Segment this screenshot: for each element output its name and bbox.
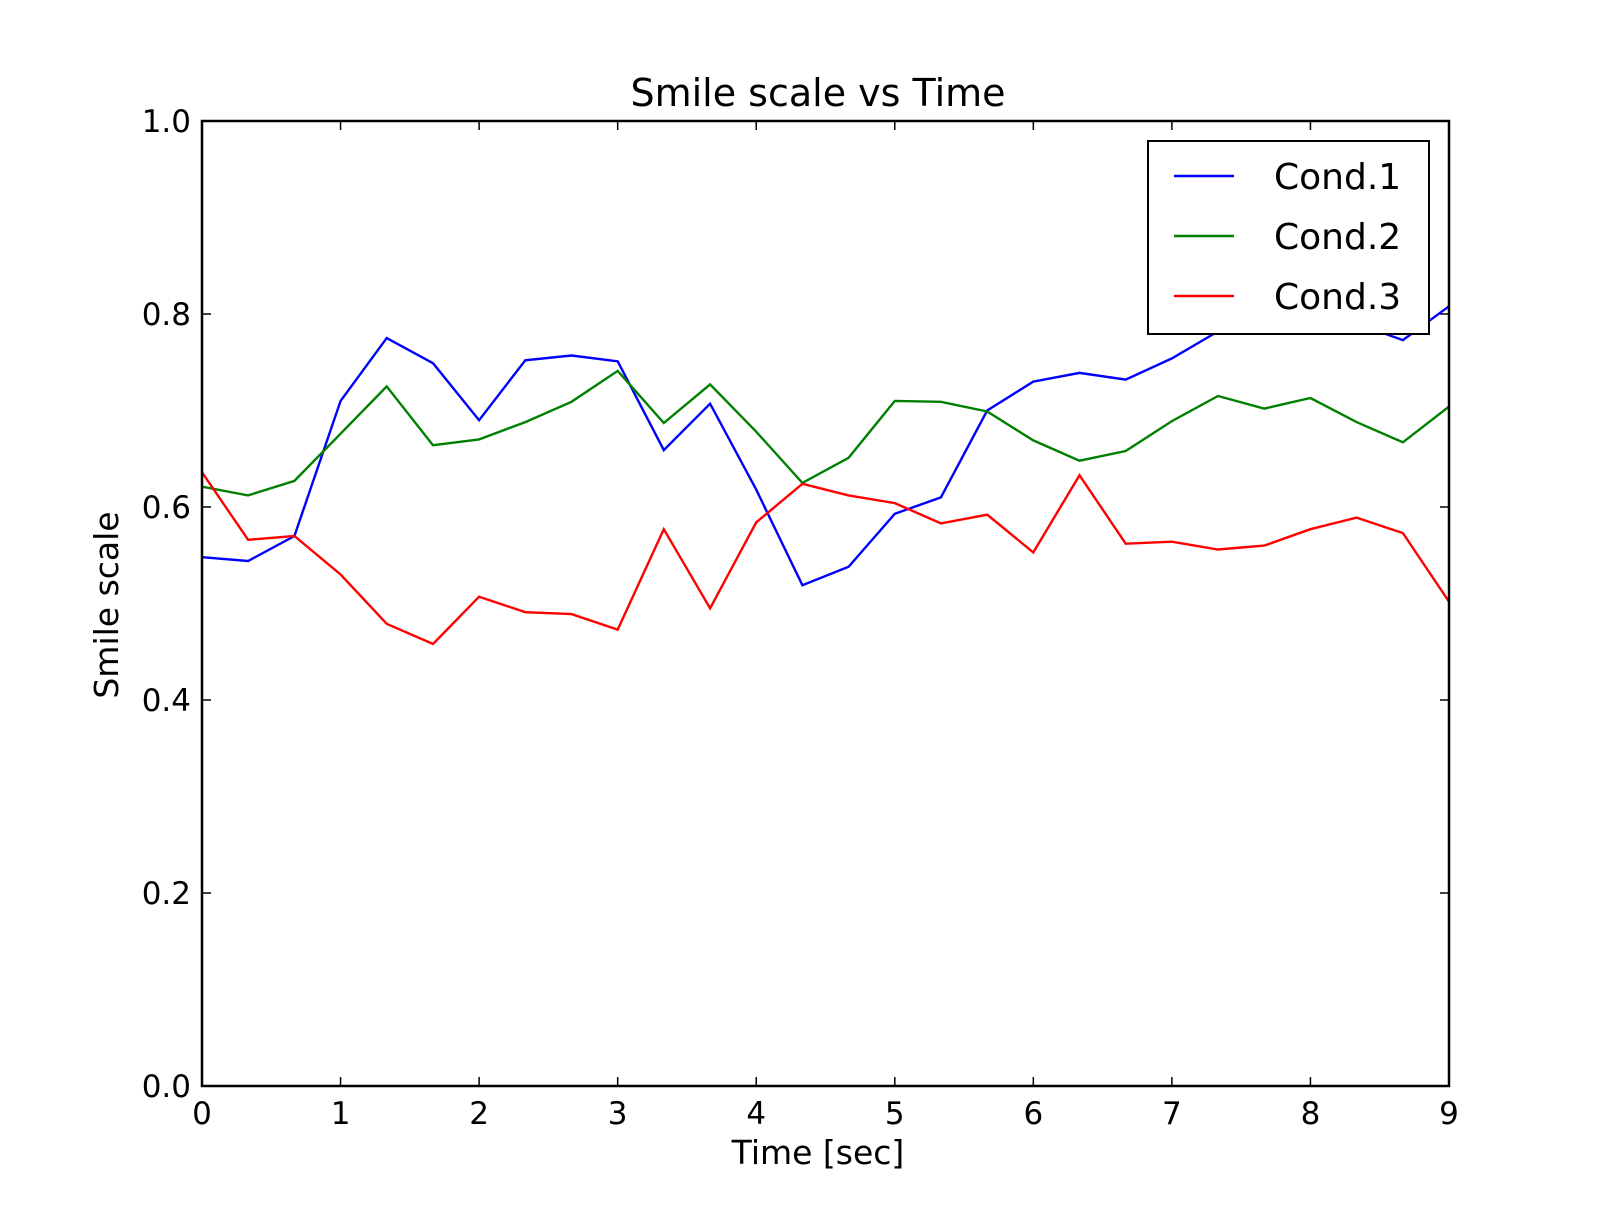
chart-title: Smile scale vs Time	[630, 71, 1005, 115]
legend-label-3: Cond.3	[1274, 277, 1401, 318]
legend: Cond.1 Cond.2 Cond.3	[1147, 140, 1430, 335]
legend-label-2: Cond.2	[1274, 217, 1401, 258]
y-tick-label: 1.0	[142, 104, 191, 140]
x-tick-label: 5	[885, 1096, 905, 1132]
x-tick-label: 2	[469, 1096, 489, 1132]
x-tick-label: 0	[192, 1096, 212, 1132]
series-line-2	[202, 369, 1449, 497]
x-tick-label: 8	[1301, 1096, 1321, 1132]
x-tick-label: 6	[1023, 1096, 1043, 1132]
plot-area-frame	[200, 119, 1451, 1088]
y-tick-label: 0.0	[142, 1069, 191, 1105]
y-axis-label: Smile scale	[87, 511, 126, 698]
x-tick-label: 7	[1162, 1096, 1182, 1132]
x-tick-label: 3	[608, 1096, 628, 1132]
y-tick-label: 0.4	[142, 683, 191, 719]
legend-box	[1147, 140, 1430, 335]
x-tick-label: 9	[1439, 1096, 1459, 1132]
x-tick-label: 4	[746, 1096, 766, 1132]
series-line-3	[202, 471, 1449, 646]
legend-label-1: Cond.1	[1274, 157, 1401, 198]
y-tick-label: 0.6	[142, 490, 191, 526]
x-tick-label: 1	[331, 1096, 351, 1132]
series-lines	[202, 305, 1449, 646]
y-tick-label: 0.8	[142, 297, 191, 333]
axis-ticks: 0 1 2 3 4 5 6 7 8 9 0.0 0.2 0.4 0.6 0.8 1.0	[142, 104, 1459, 1132]
x-axis-label: Time [sec]	[731, 1133, 905, 1172]
y-tick-label: 0.2	[142, 876, 191, 912]
series-line-1	[202, 305, 1449, 587]
